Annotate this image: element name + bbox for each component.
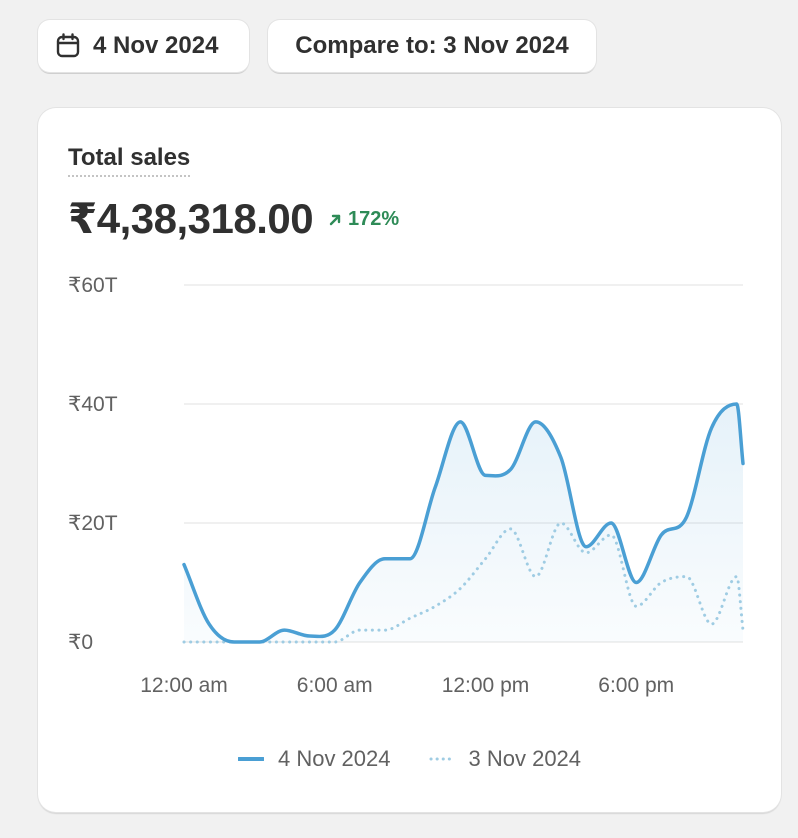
series-line-previous <box>182 521 745 644</box>
legend-dotted-line-icon <box>429 757 455 761</box>
change-badge: 172% <box>328 208 399 231</box>
y-tick-label: ₹0 <box>68 631 93 654</box>
x-tick-label: 6:00 pm <box>598 674 674 697</box>
calendar-icon <box>55 33 81 59</box>
card-title[interactable]: Total sales <box>68 144 191 177</box>
series-area-current <box>184 404 743 642</box>
series-line-current <box>182 402 745 644</box>
total-sales-value: ₹4,38,318.00 <box>68 195 314 242</box>
x-tick-label: 6:00 am <box>297 674 373 697</box>
total-sales-card: Total sales ₹4,38,318.00 172% ₹0 ₹20T ₹40T… <box>38 108 781 812</box>
sales-line-chart: ₹0 ₹20T ₹40T ₹60T 12:00 am 6:00 am 12:00 pm 6:0… <box>68 274 745 697</box>
y-tick-label: ₹20T <box>68 512 118 535</box>
change-value: 172% <box>348 208 400 230</box>
legend-solid-line-icon <box>237 757 264 761</box>
date-picker-button[interactable]: 4 Nov 2024 <box>38 20 249 72</box>
y-tick-label: ₹60T <box>68 274 118 297</box>
y-tick-label: ₹40T <box>68 393 118 416</box>
legend-item-current[interactable]: 4 Nov 2024 <box>237 746 391 772</box>
chart-legend: 4 Nov 2024 3 Nov 2024 <box>38 746 781 772</box>
legend-label-current: 4 Nov 2024 <box>277 746 391 771</box>
compare-date-button[interactable]: Compare to: 3 Nov 2024 <box>268 20 596 72</box>
legend-item-previous[interactable]: 3 Nov 2024 <box>429 746 582 772</box>
x-tick-label: 12:00 pm <box>442 674 530 697</box>
date-label: 4 Nov 2024 <box>93 32 219 59</box>
arrow-up-right-icon <box>328 213 342 227</box>
compare-label: Compare to: 3 Nov 2024 <box>295 32 569 59</box>
x-tick-label: 12:00 am <box>140 674 228 697</box>
legend-label-previous: 3 Nov 2024 <box>468 746 582 771</box>
